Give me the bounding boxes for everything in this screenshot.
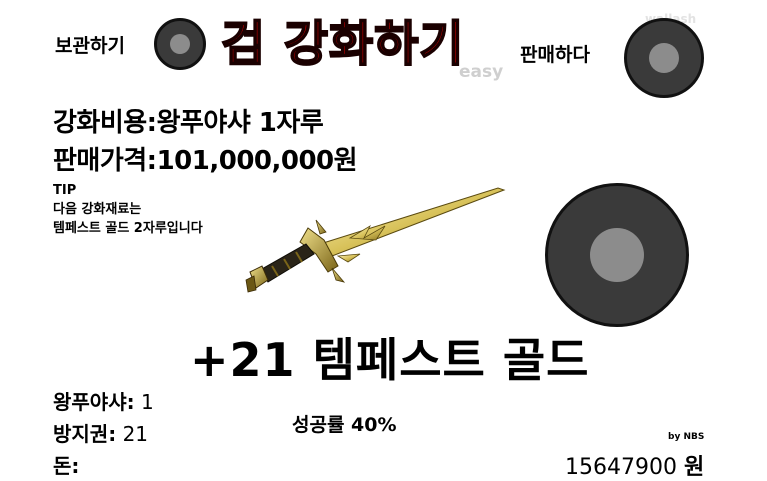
money-value: 15647900 [565,455,677,480]
money-label-line: 돈: [53,450,79,479]
inventory-item-1: 왕푸야샤: 1 [53,386,154,415]
item-name: +21 템페스트 골드 [190,333,590,387]
price-label: 판매가격: [53,146,157,176]
enhance-button[interactable] [545,183,689,327]
credit: by NBS [668,432,705,442]
enhance-button-center [590,228,644,282]
store-label: 보관하기 [55,35,125,57]
success-rate: 성공률 40% [292,414,397,436]
difficulty-label: easy [459,62,504,82]
tip-title: TIP [53,183,77,198]
page-title: 검 강화하기 [220,15,465,73]
sell-button-center [649,43,679,73]
cost-label: 강화비용: [53,108,157,138]
price-line: 판매가격:101,000,000원 [53,140,358,177]
inventory-item-1-label: 왕푸야샤: [53,390,135,414]
sell-label: 판매하다 [520,44,590,66]
inventory-item-2: 방지권: 21 [53,418,148,447]
inventory-item-2-value: 21 [122,422,149,446]
cost-line: 강화비용:왕푸야샤 1자루 [53,102,324,139]
money-unit: 원 [683,455,705,480]
cost-value: 왕푸야샤 1자루 [156,108,324,138]
money-label: 돈: [53,454,80,478]
tip-line-2: 템페스트 골드 2자루입니다 [53,221,203,236]
store-button[interactable] [154,18,206,70]
tip-line-1: 다음 강화재료는 [53,202,142,217]
sell-button[interactable] [624,18,704,98]
price-value: 101,000,000원 [156,146,358,176]
inventory-item-2-label: 방지권: [53,422,117,446]
golden-sword-icon [245,187,506,293]
inventory-item-1-value: 1 [140,390,154,414]
store-button-center [170,34,190,54]
money-display: 15647900 원 [565,449,704,481]
tip-box: TIP 다음 강화재료는 템페스트 골드 2자루입니다 [53,181,203,238]
